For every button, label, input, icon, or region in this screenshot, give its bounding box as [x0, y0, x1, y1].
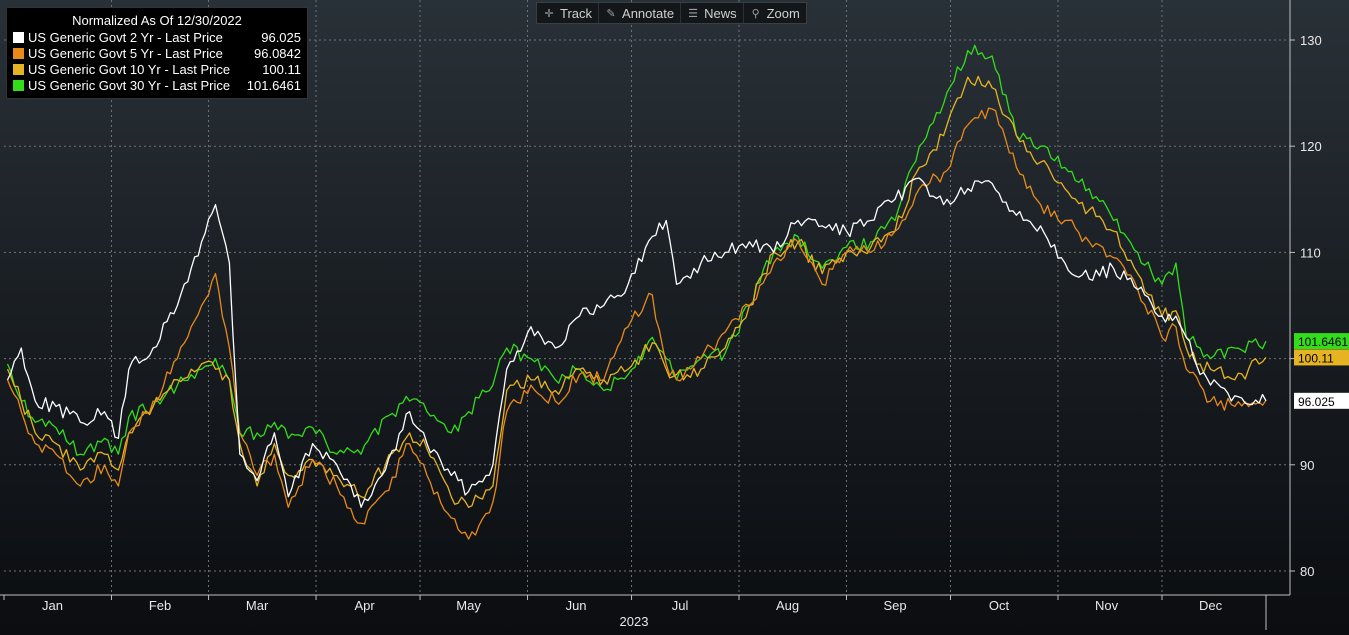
- x-tick-label: Jun: [566, 598, 587, 613]
- x-tick-label: Feb: [149, 598, 171, 613]
- legend-swatch: [13, 63, 24, 75]
- legend-series-value: 96.0842: [254, 45, 301, 61]
- legend-series-name: US Generic Govt 10 Yr - Last Price: [28, 61, 231, 77]
- legend-series-value: 96.025: [261, 29, 301, 45]
- series-line-1: [6, 107, 1267, 540]
- last-price-tag-bg: [1294, 392, 1349, 409]
- legend-title: Normalized As Of 12/30/2022: [72, 13, 242, 28]
- annotate-button[interactable]: ✎ Annotate: [599, 3, 682, 23]
- last-price-tag-2: 100.11: [1294, 349, 1349, 366]
- zoom-button[interactable]: ⚲ Zoom: [744, 3, 806, 23]
- zoom-label: Zoom: [766, 5, 800, 21]
- series-lines: [6, 44, 1267, 540]
- series-line-2: [6, 75, 1267, 508]
- x-tick-label: Jul: [672, 598, 689, 613]
- y-tick-label: 110: [1300, 245, 1321, 260]
- track-button[interactable]: ✛ Track: [537, 3, 600, 23]
- legend-series-value: 101.6461: [246, 77, 301, 93]
- legend-series-name: US Generic Govt 30 Yr - Last Price: [28, 77, 231, 93]
- legend-series-name: US Generic Govt 2 Yr - Last Price: [28, 29, 223, 45]
- last-price-tag-text: 96.025: [1298, 395, 1335, 409]
- legend-swatch: [13, 79, 24, 91]
- x-tick-label: Apr: [354, 598, 375, 613]
- x-tick-label: Mar: [246, 598, 269, 613]
- legend-item-2yr[interactable]: US Generic Govt 2 Yr - Last Price 96.025: [13, 29, 301, 45]
- y-axis: 8090100110120130: [1289, 0, 1322, 595]
- track-label: Track: [560, 5, 593, 21]
- y-tick-label: 90: [1300, 458, 1314, 473]
- legend-item-10yr[interactable]: US Generic Govt 10 Yr - Last Price 100.1…: [13, 61, 301, 77]
- x-tick-label: Jan: [42, 598, 63, 613]
- last-price-tag-bg: [1294, 349, 1349, 366]
- last-price-labels: 101.6461 100.11 96.025: [1294, 333, 1349, 409]
- x-tick-label: Nov: [1095, 598, 1119, 613]
- news-icon: ☰: [688, 7, 699, 20]
- x-tick-label: Oct: [989, 598, 1010, 613]
- last-price-tag-bg: [1294, 333, 1349, 350]
- magnifier-icon: ⚲: [751, 7, 760, 20]
- chart-toolbar: ✛ Track ✎ Annotate ☰ News ⚲ Zoom: [536, 2, 807, 24]
- series-line-0: [6, 177, 1267, 508]
- chart-legend: Normalized As Of 12/30/2022 US Generic G…: [6, 7, 308, 99]
- legend-swatch: [13, 31, 24, 43]
- y-tick-label: 120: [1300, 139, 1322, 154]
- news-button[interactable]: ☰ News: [681, 3, 744, 23]
- legend-series-value: 100.11: [262, 61, 301, 77]
- legend-swatch: [13, 47, 24, 59]
- series-line-3: [6, 44, 1267, 456]
- x-axis-label: 2023: [620, 614, 649, 629]
- last-price-tag-3: 101.6461: [1294, 333, 1349, 350]
- crosshair-icon: ✛: [544, 7, 554, 20]
- last-price-tag-0: 96.025: [1294, 392, 1349, 409]
- annotate-label: Annotate: [622, 5, 675, 21]
- legend-series-name: US Generic Govt 5 Yr - Last Price: [28, 45, 223, 61]
- last-price-tag-text: 100.11: [1298, 351, 1334, 365]
- legend-item-5yr[interactable]: US Generic Govt 5 Yr - Last Price 96.084…: [13, 45, 301, 61]
- y-tick-label: 130: [1300, 33, 1322, 48]
- legend-item-30yr[interactable]: US Generic Govt 30 Yr - Last Price 101.6…: [13, 77, 301, 93]
- x-tick-label: Sep: [883, 598, 906, 613]
- pencil-icon: ✎: [606, 7, 616, 20]
- last-price-tag-text: 101.6461: [1298, 335, 1348, 349]
- y-tick-label: 80: [1300, 564, 1314, 579]
- x-tick-label: Aug: [776, 598, 799, 613]
- x-tick-label: Dec: [1199, 598, 1223, 613]
- news-label: News: [704, 5, 737, 21]
- x-tick-label: May: [456, 598, 481, 613]
- grid-lines: [4, 0, 1290, 595]
- x-axis: Jan Feb Mar Apr May Jun Jul Aug Sep Oct Nov Dec: [0, 594, 1290, 630]
